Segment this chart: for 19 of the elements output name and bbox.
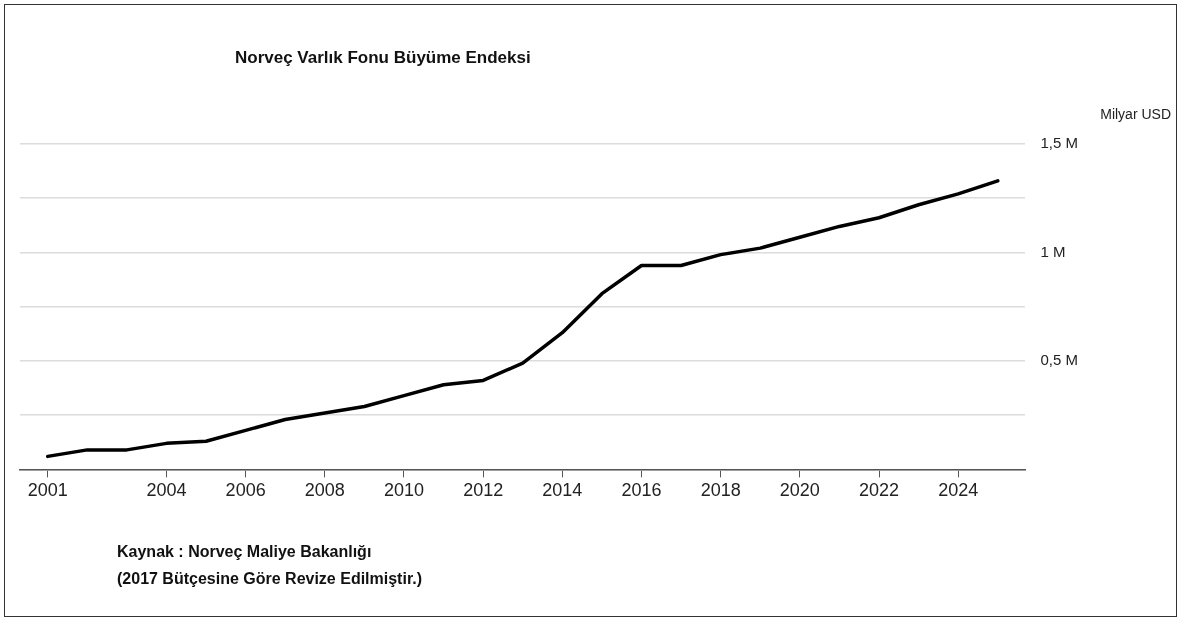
x-tick-label: 2001 bbox=[27, 480, 68, 501]
x-tick-label: 2022 bbox=[858, 480, 900, 501]
y-tick-label: 1,5 M bbox=[1040, 134, 1078, 152]
x-tick-label: 2014 bbox=[542, 480, 583, 501]
y-tick-label: 0,5 M bbox=[1040, 351, 1078, 369]
text: (2017 Bütçesine Göre Revize Edilmiştir.) bbox=[117, 569, 423, 589]
x-tick-label: 2012 bbox=[463, 480, 504, 501]
x-tick-label: 2010 bbox=[383, 480, 425, 501]
x-tick-label: 2018 bbox=[700, 480, 741, 501]
x-tick-label: 2008 bbox=[304, 480, 345, 501]
chart-title: Norveç Varlık Fonu Büyüme Endeksi bbox=[235, 48, 531, 68]
text: Kaynak : Norveç Maliye Bakanlığı bbox=[117, 542, 373, 562]
x-tick-label: 2020 bbox=[779, 480, 820, 501]
x-tick-label: 2016 bbox=[621, 480, 662, 501]
y-axis-title: Milyar USD bbox=[1100, 106, 1171, 122]
x-tick-label: 2006 bbox=[225, 480, 266, 501]
x-tick-label: 2024 bbox=[938, 480, 979, 501]
x-tick-label: 2004 bbox=[146, 480, 187, 501]
y-tick-label: 1 M bbox=[1040, 242, 1066, 260]
